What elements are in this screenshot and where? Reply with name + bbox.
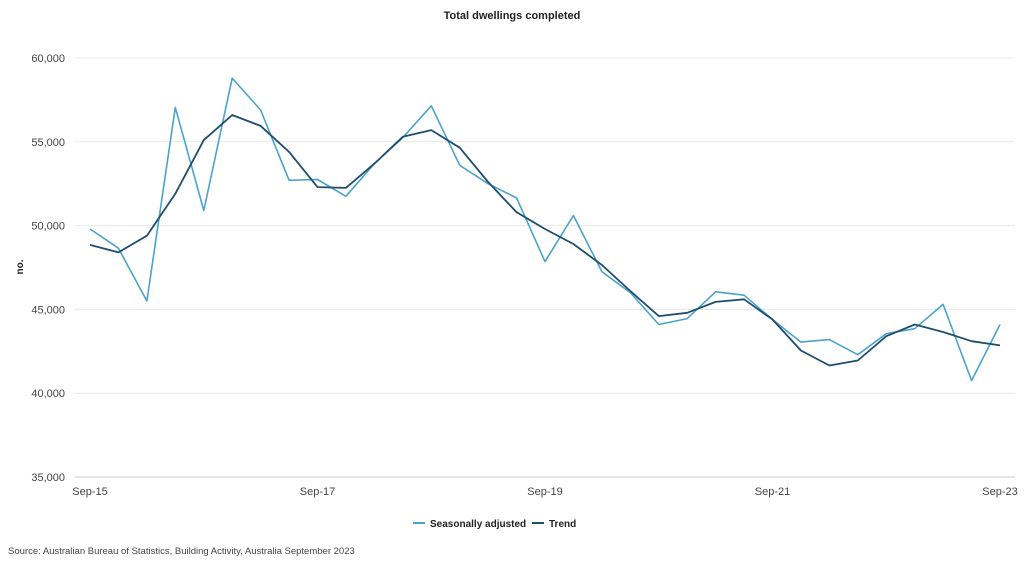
data-point xyxy=(429,104,433,108)
data-point xyxy=(657,314,661,318)
y-tick-label: 55,000 xyxy=(31,137,65,149)
data-point xyxy=(856,353,860,357)
data-point xyxy=(685,317,689,321)
source-note: Source: Australian Bureau of Statistics,… xyxy=(8,546,355,557)
data-point xyxy=(145,299,149,303)
legend-item[interactable]: Seasonally adjusted xyxy=(413,519,526,530)
data-point xyxy=(827,338,831,342)
legend-item[interactable]: Trend xyxy=(532,519,576,530)
data-point xyxy=(998,322,1002,326)
data-point xyxy=(657,322,661,326)
data-point xyxy=(913,322,917,326)
data-point xyxy=(259,108,263,112)
data-point xyxy=(116,250,120,254)
data-point xyxy=(316,178,320,182)
chart-title: Total dwellings completed xyxy=(444,10,581,22)
data-point xyxy=(515,196,519,200)
data-point xyxy=(571,242,575,246)
y-tick-label: 35,000 xyxy=(31,472,65,484)
data-point xyxy=(941,330,945,334)
data-point xyxy=(486,180,490,184)
legend-label: Trend xyxy=(549,519,576,530)
series-line-seasonally-adjusted xyxy=(89,77,1001,382)
data-point xyxy=(287,178,291,182)
data-point xyxy=(543,227,547,231)
data-point xyxy=(259,124,263,128)
series-line-trend xyxy=(89,114,1001,367)
data-point xyxy=(173,105,177,109)
x-tick-label: Sep-19 xyxy=(527,486,562,498)
data-point xyxy=(628,289,632,293)
data-point xyxy=(970,379,974,383)
y-tick-label: 45,000 xyxy=(31,304,65,316)
data-point xyxy=(714,290,718,294)
data-point xyxy=(145,234,149,238)
y-tick-label: 60,000 xyxy=(31,53,65,65)
x-tick-label: Sep-23 xyxy=(982,486,1017,498)
data-point xyxy=(344,186,348,190)
data-point xyxy=(600,270,604,274)
data-point xyxy=(913,327,917,331)
y-tick-label: 40,000 xyxy=(31,388,65,400)
data-point xyxy=(344,194,348,198)
data-point xyxy=(827,364,831,368)
data-point xyxy=(458,146,462,150)
data-point xyxy=(202,138,206,142)
data-point xyxy=(515,210,519,214)
data-point xyxy=(372,162,376,166)
data-point xyxy=(116,246,120,250)
x-tick-label: Sep-21 xyxy=(755,486,790,498)
data-point xyxy=(799,348,803,352)
legend-label: Seasonally adjusted xyxy=(430,519,526,530)
data-point xyxy=(173,192,177,196)
data-point xyxy=(970,339,974,343)
data-point xyxy=(401,135,405,139)
data-point xyxy=(316,185,320,189)
x-tick-label: Sep-15 xyxy=(72,486,107,498)
data-point xyxy=(799,340,803,344)
data-point xyxy=(571,214,575,218)
y-axis-label: no. xyxy=(15,259,26,274)
data-point xyxy=(600,263,604,267)
data-point xyxy=(230,76,234,80)
data-point xyxy=(429,128,433,132)
data-point xyxy=(884,334,888,338)
data-point xyxy=(714,300,718,304)
data-point xyxy=(88,227,92,231)
data-point xyxy=(941,302,945,306)
data-point xyxy=(685,311,689,315)
data-point xyxy=(856,359,860,363)
data-point xyxy=(230,113,234,117)
data-point xyxy=(742,297,746,301)
data-point xyxy=(88,243,92,247)
data-point xyxy=(771,317,775,321)
x-tick-label: Sep-17 xyxy=(300,486,335,498)
data-point xyxy=(287,150,291,154)
data-point xyxy=(998,343,1002,347)
data-point xyxy=(543,260,547,264)
data-point xyxy=(202,209,206,213)
y-tick-label: 50,000 xyxy=(31,221,65,233)
data-point xyxy=(458,163,462,167)
data-point xyxy=(742,293,746,297)
